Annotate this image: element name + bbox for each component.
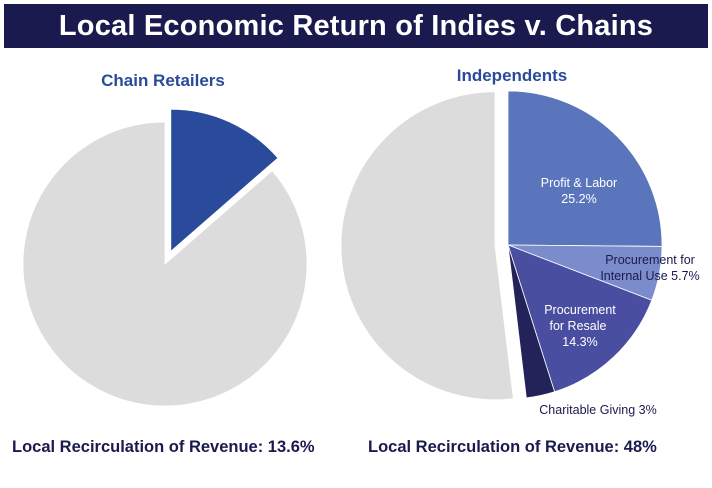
slice-label-resale-2: for Resale [550,319,607,333]
pie-chain-retailers [22,108,308,407]
slice-label-internal-use-line1: Procurement for [605,253,695,267]
pie-slice-other-4 [340,91,514,401]
pie-slice-procurement-for-resale [507,244,653,393]
page-title: Local Economic Return of Indies v. Chain… [58,9,654,42]
pie-independents [340,90,663,401]
slice-label-profit-labor: Profit & Labor [541,176,617,190]
pie-slice-other-0 [170,108,279,253]
slice-label-resale-line2: for Resale [550,319,607,333]
chart-title-chains: Chain Retailers [101,71,225,90]
footer-chains: Local Recirculation of Revenue: 13.6% [12,438,315,456]
chart-title-independents: Independents [457,66,568,85]
slice-label-internal-use-line2: Internal Use 5.7% [600,269,699,283]
slice-label-resale: Procurement [544,303,616,317]
title-banner: Local Economic Return of Indies v. Chain… [4,4,708,48]
slice-label-resale-line1: Procurement [544,303,616,317]
slice-label-internal-use: Procurement for [605,253,695,267]
pie-slice-other-1 [22,121,308,407]
slice-value-profit-labor: 25.2% [561,192,596,206]
slice-label-charitable-line: Charitable Giving 3% [539,403,656,417]
pie-slice-charitable-giving [507,244,556,399]
slice-label-internal-use-2: Internal Use 5.7% [600,269,699,283]
slice-label-charitable: Charitable Giving 3% [539,403,656,417]
footer-independents: Local Recirculation of Revenue: 48% [368,438,657,456]
slice-value-resale: 14.3% [562,335,597,349]
pie-slice-profit-labor [507,90,663,247]
